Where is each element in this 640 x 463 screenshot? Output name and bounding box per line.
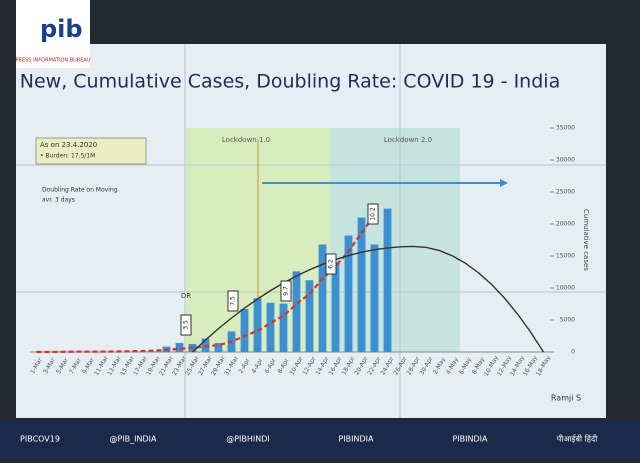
arrow-head — [500, 179, 508, 187]
annotation: 3.5 — [183, 320, 190, 330]
doubling-label-box — [325, 253, 337, 275]
bar — [279, 303, 288, 352]
footer-handle: PIBINDIA — [338, 435, 374, 444]
footer-handle: @PIB_INDIA — [109, 435, 157, 444]
bar — [201, 338, 210, 352]
bar — [383, 208, 392, 352]
annotation: DR — [181, 292, 191, 300]
y2-tick-label: 5000 — [560, 317, 575, 324]
annotation: avr. 3 days — [42, 197, 75, 204]
bar — [318, 244, 327, 352]
doubling-label-box — [367, 203, 379, 225]
y2-axis-label: Cumulative cases — [582, 209, 590, 271]
footer-handle: PIBINDIA — [452, 435, 488, 444]
logo-subtitle: PRESS INFORMATION BUREAU — [15, 58, 90, 64]
bar — [240, 308, 249, 352]
footer-handle: @PIBHINDI — [226, 435, 270, 444]
y2-tick-label: 25000 — [556, 189, 575, 196]
bar — [175, 343, 184, 352]
annotation: 6.2 — [328, 259, 335, 269]
footer-handle: पीआईबी हिंदी — [557, 434, 598, 444]
annotation: Lockdown 1.0 — [222, 136, 270, 144]
series-line — [192, 245, 545, 353]
annotation: Doubling Rate on Moving — [42, 187, 118, 194]
logo-box — [16, 0, 90, 68]
annotation: • Burden: 17.5/1M — [40, 153, 95, 160]
doubling-label-box — [280, 280, 292, 302]
footer-bar — [0, 420, 640, 459]
y2-tick-label: 20000 — [556, 221, 575, 228]
annotation: As on 23.4.2020 — [40, 141, 97, 149]
logo: pib — [40, 15, 83, 43]
doubling-label-box — [227, 290, 239, 312]
bar — [370, 244, 379, 352]
bar — [357, 217, 366, 352]
y2-tick-label: 0 — [571, 349, 575, 356]
series-line — [36, 214, 376, 354]
footer-handle: PIBCOV19 — [20, 435, 60, 444]
annotation: Lockdown 2.0 — [384, 136, 432, 144]
annotation: 7.5 — [230, 296, 237, 306]
bar — [292, 271, 301, 352]
bar — [266, 302, 275, 352]
bar — [214, 343, 223, 352]
note-box — [35, 137, 147, 165]
y2-tick-label: 30000 — [556, 157, 575, 164]
annotation: Ramji S — [551, 394, 581, 403]
bar — [253, 298, 262, 352]
bar — [331, 262, 340, 352]
y2-tick-label: 10000 — [556, 285, 575, 292]
chart-title: New, Cumulative Cases, Doubling Rate: CO… — [20, 71, 560, 93]
doubling-label-box — [180, 314, 192, 336]
annotation: 9.7 — [283, 286, 290, 296]
bar — [305, 280, 314, 352]
y2-tick-label: 35000 — [556, 125, 575, 132]
y2-tick-label: 15000 — [556, 253, 575, 260]
bar — [344, 235, 353, 352]
annotation: 10.2 — [370, 207, 377, 221]
